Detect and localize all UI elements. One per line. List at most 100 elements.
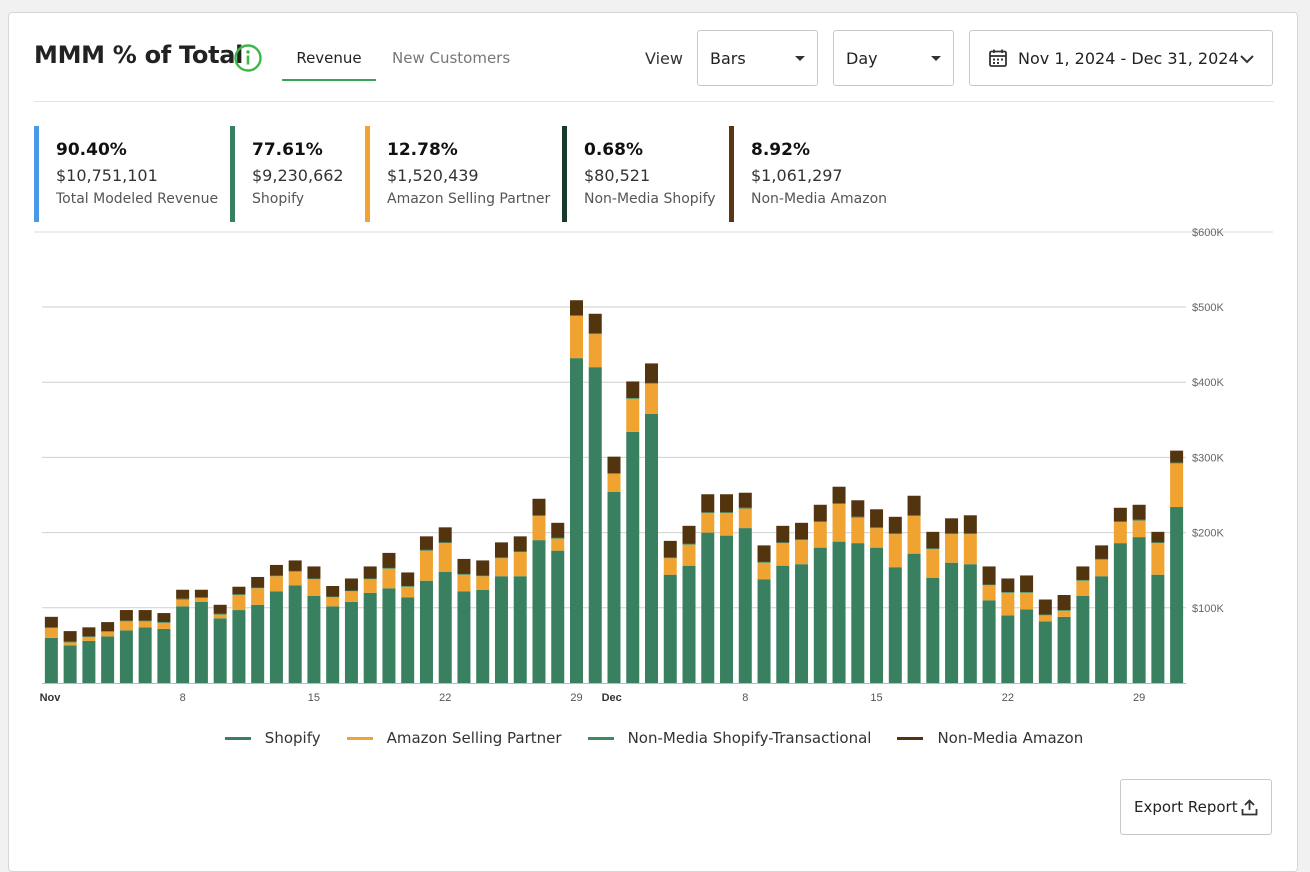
- legend-swatch: [587, 736, 614, 740]
- tab-revenue[interactable]: Revenue: [296, 49, 362, 67]
- kpi-percent: 8.92%: [751, 140, 810, 160]
- kpi-shopify: 77.61% $9,230,662 Shopify: [230, 126, 344, 222]
- legend-item[interactable]: Non-Media Amazon: [897, 729, 1083, 747]
- bar-segment-shopify: [757, 579, 771, 683]
- bar-segment-non-media-amazon: [645, 363, 659, 383]
- bar-segment-shopify: [476, 589, 490, 683]
- bar-segment-amazon-selling-partner: [738, 508, 752, 529]
- bar-segment-non-media-shopify-transactional: [157, 622, 171, 623]
- bar-segment-shopify: [682, 565, 696, 683]
- bar-segment-shopify: [157, 628, 171, 683]
- legend-item[interactable]: Shopify: [224, 729, 321, 747]
- bar-segment-shopify: [513, 576, 527, 683]
- bar-segment-amazon-selling-partner: [213, 614, 227, 619]
- x-tick-label: 29: [1133, 692, 1145, 704]
- x-tick-label: 15: [308, 692, 320, 704]
- bar-segment-non-media-shopify-transactional: [907, 515, 921, 517]
- bar-segment-non-media-shopify-transactional: [626, 397, 640, 399]
- kpi-amount: $9,230,662: [252, 166, 344, 185]
- bar-segment-non-media-shopify-transactional: [738, 507, 752, 509]
- bar-segment-non-media-amazon: [888, 516, 902, 534]
- bar-segment-non-media-shopify-transactional: [1038, 614, 1052, 616]
- bar-segment-non-media-shopify-transactional: [1132, 519, 1146, 521]
- x-tick-label: 22: [1002, 692, 1014, 704]
- bar-segment-amazon-selling-partner: [645, 383, 659, 414]
- bar-segment-non-media-amazon: [626, 381, 640, 398]
- report-card: MMM % of Total Revenue New Customers Vie…: [8, 12, 1298, 872]
- bar-segment-shopify: [1151, 574, 1165, 683]
- bar-segment-non-media-shopify-transactional: [1001, 592, 1015, 593]
- bar-segment-amazon-selling-partner: [926, 549, 940, 578]
- legend-item[interactable]: Non-Media Shopify-Transactional: [587, 729, 871, 747]
- bar-segment-non-media-shopify-transactional: [194, 597, 208, 599]
- kpi-non-media-amazon: 8.92% $1,061,297 Non-Media Amazon: [729, 126, 887, 222]
- bar-segment-shopify: [926, 577, 940, 683]
- bar-segment-non-media-shopify-transactional: [138, 620, 152, 622]
- info-icon[interactable]: [233, 43, 263, 73]
- bar-segment-non-media-shopify-transactional: [1113, 521, 1127, 523]
- bar-segment-non-media-shopify-transactional: [1076, 579, 1090, 581]
- bar-segment-non-media-shopify-transactional: [1020, 592, 1034, 593]
- bar-segment-amazon-selling-partner: [1038, 615, 1052, 622]
- upload-icon: [1241, 799, 1258, 816]
- bar-segment-shopify: [851, 543, 865, 683]
- bar-segment-shopify: [1057, 616, 1071, 683]
- bar-segment-shopify: [645, 413, 659, 683]
- bar-segment-non-media-amazon: [476, 560, 490, 576]
- bar-segment-amazon-selling-partner: [251, 588, 265, 605]
- bar-segment-amazon-selling-partner: [813, 522, 827, 548]
- x-tick-label: 15: [870, 692, 882, 704]
- bar-segment-amazon-selling-partner: [607, 473, 621, 492]
- kpi-total-modeled-revenue: 90.40% $10,751,101 Total Modeled Revenue: [34, 126, 218, 222]
- bar-segment-non-media-amazon: [1170, 450, 1184, 463]
- bar-segment-non-media-amazon: [682, 525, 696, 544]
- bar-segment-non-media-shopify-transactional: [682, 543, 696, 545]
- export-report-button[interactable]: Export Report: [1120, 779, 1272, 835]
- bar-segment-non-media-amazon: [63, 631, 77, 642]
- bar-segment-amazon-selling-partner: [419, 550, 433, 581]
- bar-segment-non-media-amazon: [269, 564, 283, 576]
- bar-segment-non-media-amazon: [569, 300, 583, 316]
- bar-segment-shopify: [269, 591, 283, 683]
- date-range-value: Nov 1, 2024 - Dec 31, 2024: [1018, 48, 1239, 68]
- bar-segment-non-media-amazon: [213, 604, 227, 614]
- bar-segment-non-media-shopify-transactional: [382, 567, 396, 569]
- bar-segment-non-media-amazon: [119, 610, 133, 621]
- tab-new-customers[interactable]: New Customers: [392, 49, 511, 67]
- bar-segment-amazon-selling-partner: [82, 637, 96, 641]
- granularity-select[interactable]: Day: [833, 30, 954, 86]
- bar-segment-shopify: [44, 637, 58, 683]
- bar-segment-non-media-shopify-transactional: [119, 620, 133, 622]
- bar-segment-non-media-shopify-transactional: [419, 549, 433, 551]
- view-select[interactable]: Bars: [697, 30, 818, 86]
- bar-segment-non-media-shopify-transactional: [532, 515, 546, 517]
- legend-swatch: [224, 736, 251, 740]
- view-select-value: Bars: [710, 48, 746, 68]
- kpi-percent: 90.40%: [56, 140, 127, 160]
- bar-segment-shopify: [813, 547, 827, 683]
- kpi-label: Non-Media Amazon: [751, 191, 888, 207]
- legend-item[interactable]: Amazon Selling Partner: [346, 729, 562, 747]
- bar-segment-non-media-shopify-transactional: [63, 641, 77, 643]
- bar-segment-amazon-selling-partner: [363, 579, 377, 593]
- chevron-down-icon: [1240, 55, 1254, 64]
- date-range-picker[interactable]: Nov 1, 2024 - Dec 31, 2024: [969, 30, 1273, 86]
- kpi-amount: $1,520,439: [387, 166, 479, 185]
- bar-segment-non-media-shopify-transactional: [1170, 462, 1184, 464]
- bar-segment-non-media-amazon: [701, 494, 715, 513]
- bar-segment-non-media-amazon: [1001, 578, 1015, 593]
- bar-segment-non-media-shopify-transactional: [851, 516, 865, 518]
- bar-segment-non-media-shopify-transactional: [1057, 610, 1071, 611]
- bar-segment-shopify: [1170, 507, 1184, 683]
- kpi-amount: $10,751,101: [56, 166, 158, 185]
- bar-segment-shopify: [795, 564, 809, 683]
- bar-segment-non-media-shopify-transactional: [551, 537, 565, 539]
- bar-segment-non-media-amazon: [494, 542, 508, 558]
- bar-segment-amazon-selling-partner: [1020, 592, 1034, 610]
- bar-segment-non-media-amazon: [1038, 599, 1052, 615]
- bar-segment-non-media-amazon: [419, 536, 433, 550]
- bar-segment-shopify: [213, 618, 227, 683]
- bar-segment-amazon-selling-partner: [888, 534, 902, 568]
- bar-segment-shopify: [663, 574, 677, 683]
- bar-segment-non-media-amazon: [457, 558, 471, 574]
